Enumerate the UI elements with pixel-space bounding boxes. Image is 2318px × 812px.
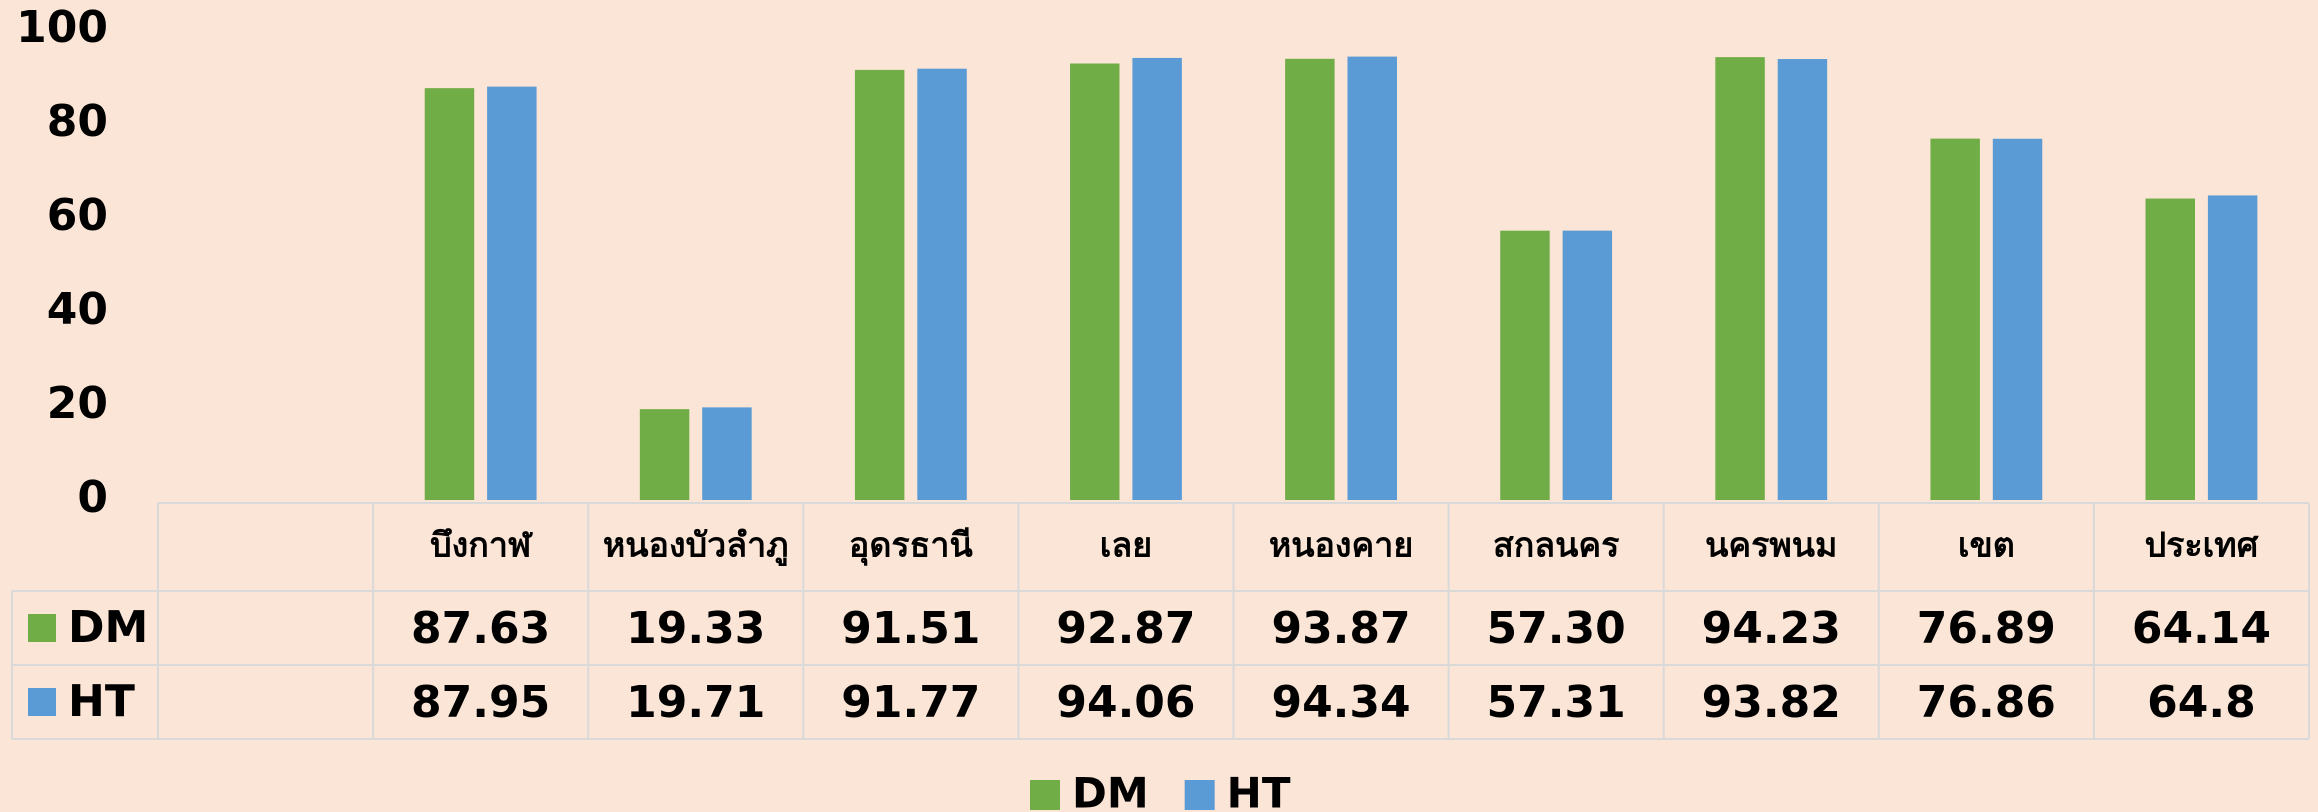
x-tick-label: ประเทศ (2145, 526, 2259, 566)
table-value: 57.31 (1487, 677, 1626, 728)
table-value: 91.77 (841, 677, 980, 728)
table-value: 76.86 (1917, 677, 2056, 728)
legend-key (28, 614, 56, 642)
table-value: 19.71 (626, 677, 765, 728)
bar (854, 69, 905, 500)
x-tick-label: สกลนคร (1493, 526, 1620, 566)
y-tick-label: 100 (16, 2, 108, 53)
table-value: 87.63 (411, 603, 550, 654)
legend-label: HT (1227, 769, 1291, 812)
table-value: 91.51 (841, 603, 980, 654)
x-tick-label: เขต (1958, 526, 2015, 566)
table-value: 19.33 (626, 603, 765, 654)
table-value: 94.34 (1271, 677, 1410, 728)
bar (2145, 198, 2195, 501)
table-value: 94.23 (1702, 603, 1841, 654)
x-tick-label: หนองบัวลำภู (603, 526, 789, 567)
table-value: 93.82 (1702, 677, 1841, 728)
legend-key (1184, 780, 1215, 810)
bar (487, 86, 537, 500)
bar (1500, 230, 1550, 500)
table-value: 64.14 (2132, 603, 2271, 654)
bar (424, 88, 475, 500)
x-tick-label: หนองคาย (1269, 526, 1413, 566)
table-value: 94.06 (1056, 677, 1195, 728)
table-series-label: HT (68, 676, 135, 727)
legend-key (28, 688, 56, 716)
table-value: 76.89 (1917, 603, 2056, 654)
table-value: 92.87 (1056, 603, 1195, 654)
y-tick-label: 60 (47, 190, 108, 241)
legend-key (1030, 780, 1060, 810)
legend-label: DM (1072, 769, 1149, 812)
bar (2207, 195, 2258, 500)
y-tick-label: 80 (47, 96, 108, 147)
bar (1285, 58, 1335, 500)
bar (1992, 138, 2043, 500)
bar (1070, 63, 1120, 501)
table-value: 64.8 (2147, 677, 2256, 728)
bar (1715, 57, 1765, 501)
bar (1562, 230, 1613, 500)
table-value: 87.95 (411, 677, 550, 728)
bar (1930, 138, 1980, 500)
x-tick-label: บึงกาฬ (430, 526, 533, 566)
x-tick-label: นครพนม (1705, 526, 1837, 566)
y-tick-label: 0 (77, 472, 108, 523)
y-tick-label: 40 (47, 284, 108, 335)
bar (1777, 59, 1828, 501)
bar (917, 68, 967, 500)
bar (639, 409, 690, 500)
x-tick-label: เลย (1100, 526, 1152, 566)
bar (702, 407, 752, 500)
table-value: 57.30 (1487, 603, 1626, 654)
y-tick-label: 20 (47, 378, 108, 429)
bar (1347, 56, 1397, 501)
table-series-label: DM (68, 602, 148, 653)
bar (1132, 57, 1182, 500)
table-value: 93.87 (1271, 603, 1410, 654)
x-tick-label: อุดรธานี (849, 526, 973, 567)
